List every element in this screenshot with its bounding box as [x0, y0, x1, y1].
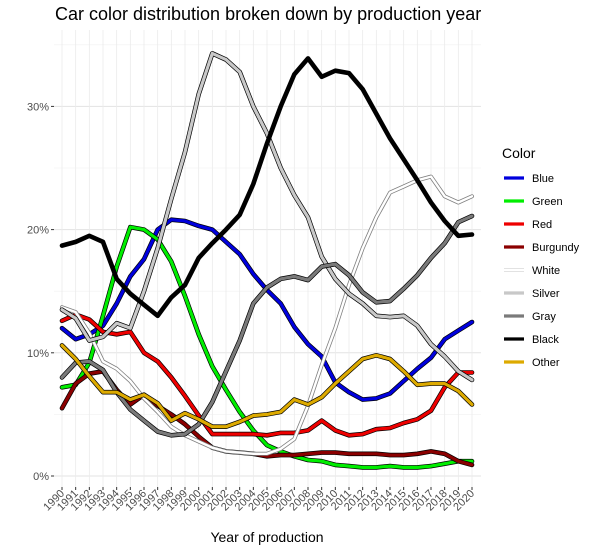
- chart-title: Car color distribution broken down by pr…: [55, 4, 481, 24]
- y-tick-label: 30%: [27, 101, 49, 113]
- legend: Color Blue Green Red Burgundy White Silver Gra…: [502, 145, 580, 369]
- series-line-burgundy: [60, 369, 474, 467]
- series-line-other: [60, 343, 474, 429]
- legend-label-gray: Gray: [532, 311, 556, 323]
- legend-label-blue: Blue: [532, 173, 554, 185]
- grid-lines: [54, 30, 481, 487]
- legend-title: Color: [502, 145, 536, 161]
- legend-label-red: Red: [532, 219, 552, 231]
- series-line-red: [60, 313, 474, 437]
- legend-label-burgundy: Burgundy: [532, 242, 580, 254]
- series-line-silver: [60, 51, 474, 382]
- y-axis-ticks: 0% 10% 20% 30%: [27, 101, 54, 483]
- series-line-gray: [60, 214, 474, 437]
- legend-label-white: White: [532, 265, 560, 277]
- legend-label-black: Black: [532, 334, 559, 346]
- series-line-white: [60, 175, 474, 455]
- y-tick-label: 20%: [27, 225, 49, 237]
- legend-label-silver: Silver: [532, 288, 560, 300]
- legend-label-other: Other: [532, 357, 560, 369]
- series-lines: [59, 51, 475, 470]
- series-line-black: [60, 56, 474, 318]
- y-tick-label: 0%: [33, 471, 49, 483]
- x-axis-title: Year of production: [210, 529, 323, 545]
- legend-label-green: Green: [532, 196, 563, 208]
- y-tick-label: 10%: [27, 348, 49, 360]
- series-line-green: [60, 225, 474, 469]
